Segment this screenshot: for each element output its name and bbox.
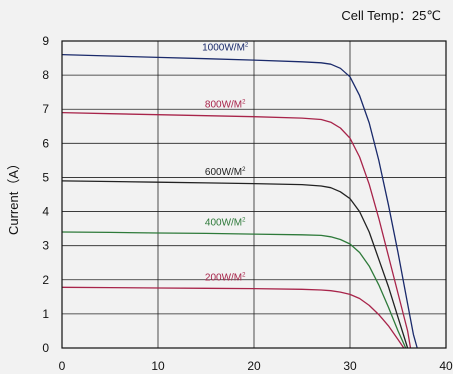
y-tick-label-5: 5 [42,170,49,184]
y-tick-label-2: 2 [42,273,49,287]
y-tick-label-9: 9 [42,34,49,48]
y-tick-label-6: 6 [42,136,49,150]
series-line-200w-m [61,286,405,349]
x-tick-label-10: 10 [151,359,165,373]
series-line-1000w-m [61,53,418,349]
series-layer [61,53,418,349]
plot-frame [61,40,447,349]
grid-layer [61,40,447,349]
y-axis-label: Current（A） [6,157,21,235]
series-line-800w-m [61,111,412,349]
cell-temp-annotation: Cell Temp：25℃ [341,8,441,23]
x-tick-label-20: 20 [247,359,261,373]
series-label-600w-m: 600W/M2 [205,167,246,178]
y-tick-label-4: 4 [42,205,49,219]
y-tick-label-3: 3 [42,239,49,253]
y-tick-label-1: 1 [42,307,49,321]
series-label-200w-m: 200W/M2 [205,272,246,283]
y-tick-label-7: 7 [42,102,49,116]
series-label-400w-m: 400W/M2 [205,217,246,228]
series-label-layer: 1000W/M2 800W/M2 600W/M2 400W/M2 200W/M2 [202,43,249,284]
series-label-1000w-m: 1000W/M2 [202,43,249,54]
series-line-600w-m [61,180,409,349]
series-label-800w-m: 800W/M2 [205,100,246,111]
y-tick-label-8: 8 [42,68,49,82]
x-tick-label-0: 0 [59,359,66,373]
series-line-400w-m [61,231,407,349]
y-tick-label-0: 0 [42,341,49,355]
x-tick-label-30: 30 [343,359,357,373]
x-tick-label-40: 40 [439,359,453,373]
tick-label-layer: 0 1 2 3 4 5 6 7 8 9 0 10 20 30 40 [42,34,453,373]
